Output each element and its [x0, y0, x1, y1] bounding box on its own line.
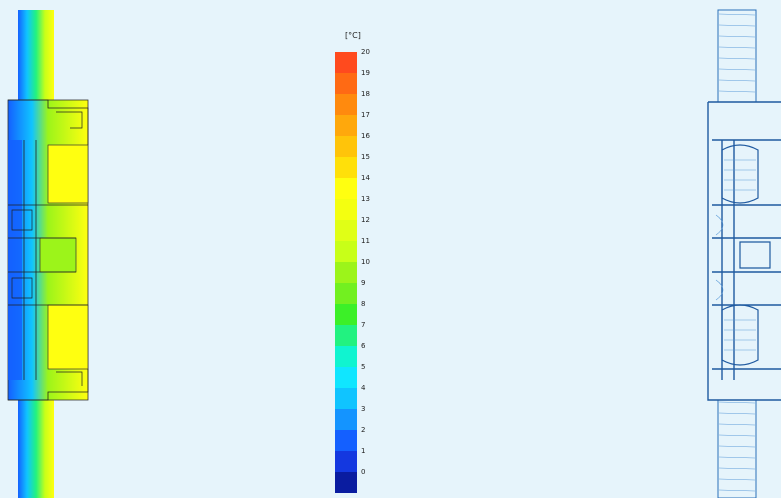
isotherm-curves [715, 159, 756, 351]
legend-tick-label: 6 [361, 342, 366, 350]
legend-swatch [335, 262, 357, 283]
profile-detail [11, 111, 83, 386]
legend-tick-label: 2 [361, 426, 365, 434]
legend-tick-label: 11 [361, 237, 370, 245]
frame-outer-cold-zone [8, 140, 22, 380]
isotherm-line [718, 467, 756, 470]
legend-tick-label: 8 [361, 300, 365, 308]
legend-swatch [335, 472, 357, 493]
legend-swatch [335, 241, 357, 262]
legend-swatch [335, 346, 357, 367]
legend-tick-label: 17 [361, 111, 370, 119]
isotherm-glass-bottom [717, 399, 757, 498]
legend-swatch [335, 388, 357, 409]
legend-swatch [335, 52, 357, 73]
legend-swatch [335, 409, 357, 430]
legend-tick-label: 18 [361, 90, 370, 98]
legend-tick-label: 7 [361, 321, 365, 329]
profile-outline [8, 99, 89, 401]
legend-swatch [335, 304, 357, 325]
legend-tick-label: 4 [361, 384, 366, 392]
isotherm-line [718, 13, 756, 16]
isotherm-line [718, 478, 756, 481]
legend-swatch [335, 367, 357, 388]
isotherm-line [718, 412, 756, 415]
legend-swatch [335, 73, 357, 94]
isotherm-line [718, 445, 756, 448]
legend-tick-label: 5 [361, 363, 365, 371]
legend-tick-label: 0 [361, 468, 365, 476]
legend-swatch [335, 94, 357, 115]
legend-swatch [335, 325, 357, 346]
isotherm-line [718, 434, 756, 437]
isotherm-line [718, 46, 756, 49]
isotherm-line [718, 35, 756, 38]
isotherm-line [718, 57, 756, 60]
legend-swatch [335, 178, 357, 199]
legend-tick-label: 12 [361, 216, 370, 224]
frame-chamber-1 [47, 144, 89, 204]
legend-swatch [335, 430, 357, 451]
temperature-field-section [7, 10, 89, 498]
isotherm-line [718, 456, 756, 459]
legend-tick-label: 14 [361, 174, 370, 182]
legend-swatch [335, 157, 357, 178]
legend-unit-label: [°C] [345, 31, 361, 40]
legend-tick-label: 13 [361, 195, 370, 203]
legend-tick-label: 16 [361, 132, 370, 140]
isotherm-line [718, 68, 756, 71]
frame-chamber-3 [47, 304, 89, 370]
legend-swatch [335, 136, 357, 157]
legend-tick-label: 20 [361, 48, 370, 56]
isotherm-profile-outline [707, 101, 781, 401]
isotherm-line [718, 489, 756, 492]
legend-tick-label: 9 [361, 279, 365, 287]
legend-swatch [335, 283, 357, 304]
legend-swatch [335, 220, 357, 241]
isotherm-section [707, 9, 781, 498]
legend-tick-label: 15 [361, 153, 370, 161]
isotherm-lines [718, 13, 756, 492]
legend-tick-label: 10 [361, 258, 370, 266]
isotherm-line [718, 401, 756, 404]
isotherm-line [718, 90, 756, 93]
legend-swatch [335, 199, 357, 220]
isotherm-glass-top [717, 9, 757, 103]
isotherm-chambers [721, 144, 771, 366]
isotherm-line [718, 423, 756, 426]
glass-pane-bottom [18, 390, 54, 498]
legend-tick-label: 3 [361, 405, 365, 413]
legend-tick-label: 19 [361, 69, 370, 77]
frame-chamber-2 [39, 237, 77, 273]
isotherm-line [718, 79, 756, 82]
legend-swatch [335, 115, 357, 136]
legend-tick-label: 1 [361, 447, 365, 455]
isotherm-line [718, 24, 756, 27]
glass-pane-top [18, 10, 54, 110]
legend-swatch [335, 451, 357, 472]
